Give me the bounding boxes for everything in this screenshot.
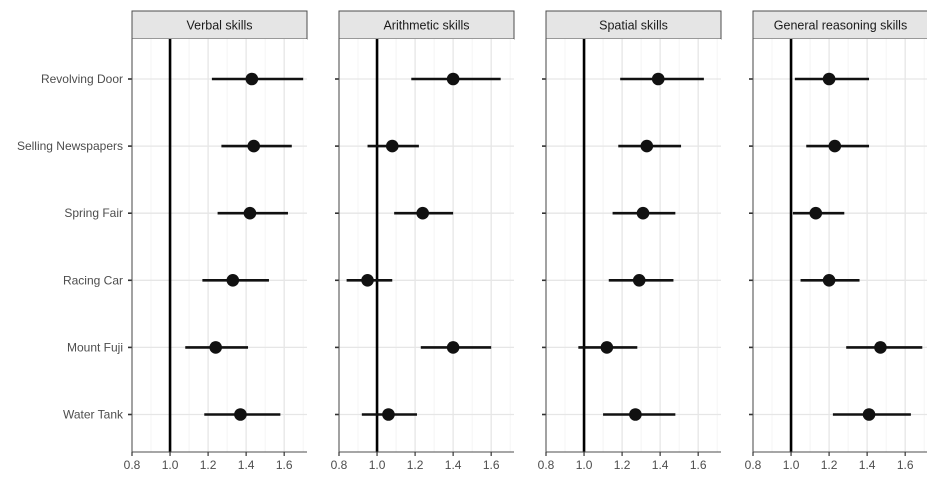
data-point bbox=[629, 408, 642, 421]
y-tick-label: Revolving Door bbox=[41, 72, 123, 86]
x-tick-label: 1.0 bbox=[162, 458, 179, 472]
data-point bbox=[632, 274, 646, 287]
x-tick-label: 1.2 bbox=[407, 458, 424, 472]
x-tick-label: 0.8 bbox=[331, 458, 348, 472]
facet-panel: Verbal skills 0.8 1.0 1.2 1.4 1.6 bbox=[124, 10, 308, 472]
data-point bbox=[651, 72, 665, 86]
x-tick-label: 1.0 bbox=[369, 458, 386, 472]
data-point bbox=[234, 408, 247, 421]
x-tick-label: 1.6 bbox=[483, 458, 500, 472]
panel-background bbox=[546, 39, 721, 452]
x-tick-label: 1.4 bbox=[445, 458, 462, 472]
x-tick-label: 0.8 bbox=[538, 458, 555, 472]
x-tick-label: 1.2 bbox=[821, 458, 838, 472]
y-tick-label: Mount Fuji bbox=[67, 340, 123, 354]
x-tick-label: 1.6 bbox=[276, 458, 293, 472]
data-point bbox=[640, 139, 654, 153]
facet-strip-label: Verbal skills bbox=[187, 19, 253, 33]
data-point bbox=[226, 274, 240, 287]
data-point bbox=[600, 341, 614, 354]
data-point bbox=[247, 139, 261, 153]
x-tick-label: 1.2 bbox=[614, 458, 631, 472]
data-point bbox=[209, 341, 222, 354]
data-point bbox=[416, 206, 429, 220]
data-point bbox=[809, 206, 823, 220]
data-point bbox=[361, 274, 374, 287]
y-tick-label: Spring Fair bbox=[64, 206, 123, 220]
facet-strip bbox=[752, 10, 927, 40]
x-tick-label: 1.2 bbox=[200, 458, 217, 472]
panel-background bbox=[753, 39, 927, 452]
data-point bbox=[382, 408, 395, 421]
panel-background bbox=[339, 39, 514, 452]
y-tick-label: Water Tank bbox=[63, 408, 124, 422]
facet-strip-label: General reasoning skills bbox=[774, 19, 907, 33]
facet-strip-label: Arithmetic skills bbox=[383, 19, 469, 33]
x-tick-label: 1.4 bbox=[238, 458, 255, 472]
facet-strip bbox=[131, 10, 308, 40]
data-point bbox=[874, 341, 887, 354]
x-tick-label: 1.0 bbox=[783, 458, 800, 472]
x-tick-label: 0.8 bbox=[124, 458, 141, 472]
data-point bbox=[862, 408, 876, 421]
data-point bbox=[822, 274, 836, 287]
data-point bbox=[385, 139, 399, 153]
facet-panel: Arithmetic skills 0.8 1.0 1.2 1.4 1.6 bbox=[331, 10, 515, 472]
facet-panel: Spatial skills 0.8 1.0 1.2 1.4 1.6 bbox=[538, 10, 722, 472]
data-point bbox=[636, 206, 650, 220]
x-tick-label: 1.6 bbox=[897, 458, 914, 472]
data-point bbox=[243, 206, 257, 220]
data-point bbox=[446, 341, 460, 354]
panel-background bbox=[132, 39, 307, 452]
x-tick-label: 1.0 bbox=[576, 458, 593, 472]
facet-panel: General reasoning skills 0.8 1.0 1.2 1.4 1.6 bbox=[745, 10, 927, 472]
data-point bbox=[245, 72, 259, 86]
data-point bbox=[822, 72, 836, 86]
data-point bbox=[828, 139, 842, 153]
facet-strip-label: Spatial skills bbox=[599, 19, 668, 33]
y-tick-label: Racing Car bbox=[63, 273, 123, 287]
facet-strip bbox=[545, 10, 722, 40]
x-tick-label: 1.4 bbox=[652, 458, 669, 472]
x-tick-label: 1.4 bbox=[859, 458, 876, 472]
x-tick-label: 0.8 bbox=[745, 458, 762, 472]
x-tick-label: 1.6 bbox=[690, 458, 707, 472]
y-tick-label: Selling Newspapers bbox=[17, 139, 123, 153]
data-point bbox=[446, 72, 460, 86]
